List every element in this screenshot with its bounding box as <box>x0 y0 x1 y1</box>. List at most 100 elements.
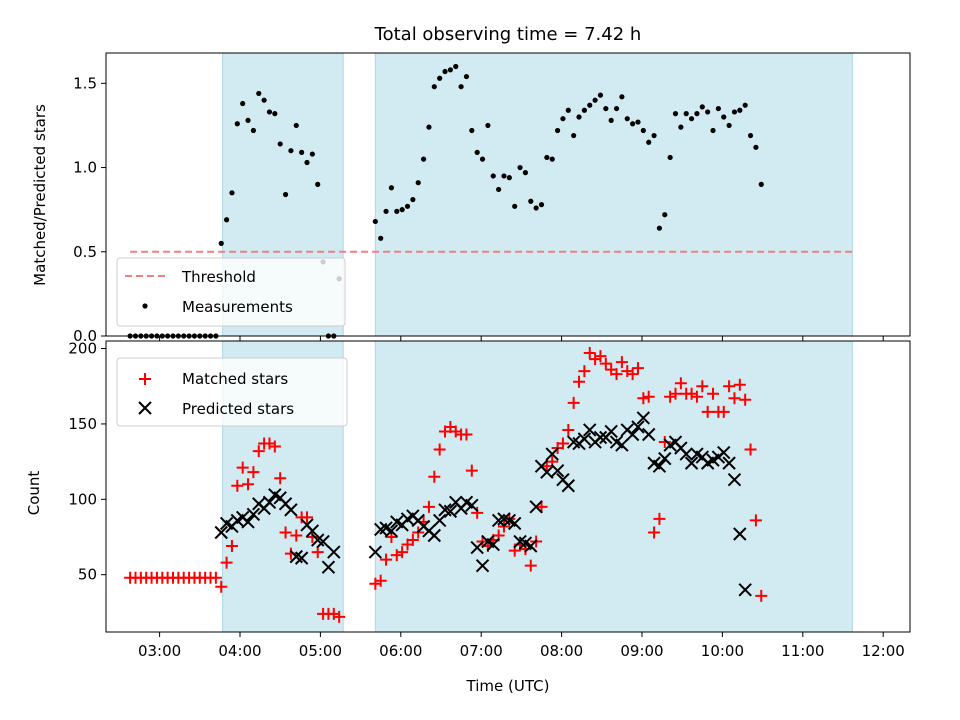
predicted-stars-point <box>641 427 656 442</box>
predicted-stars-point <box>470 540 484 555</box>
matched-stars-point <box>460 428 473 441</box>
matched-stars-point <box>524 559 537 572</box>
x-tick-label: 08:00 <box>540 642 583 660</box>
measurements-point <box>245 117 251 123</box>
matched-stars-point <box>519 543 532 556</box>
predicted-stars-point <box>717 445 731 460</box>
measurements-point <box>256 90 262 97</box>
matched-stars-point <box>290 529 303 542</box>
predicted-stars-point <box>604 424 618 439</box>
matched-stars-point <box>594 350 607 363</box>
measurements-point <box>485 122 491 129</box>
matched-stars-point <box>701 405 714 418</box>
measurements-point <box>442 68 448 75</box>
measurements-point <box>678 124 684 130</box>
measurements-point <box>544 154 550 161</box>
predicted-stars-point <box>443 504 458 519</box>
measurements-point <box>528 198 534 204</box>
predicted-stars-point <box>625 427 640 442</box>
measurements-point <box>581 107 587 113</box>
x-tick-label: 03:00 <box>138 642 181 660</box>
matched-stars-point <box>433 443 446 456</box>
predicted-stars-point <box>583 423 597 437</box>
measurements-point <box>721 114 727 120</box>
measurements-point <box>490 173 496 179</box>
matched-stars-point <box>396 546 409 559</box>
predicted-stars-point <box>262 495 277 510</box>
top-panel-ylabel: Matched/Predicted stars <box>31 104 49 286</box>
measurements-point <box>240 100 246 107</box>
top-y-tick-label: 0.0 <box>73 327 97 345</box>
measurements-point <box>576 114 582 120</box>
measurements-point <box>447 67 453 73</box>
top-panel-legend: Threshold Measurements <box>116 257 346 327</box>
top-y-tick-label: 1.5 <box>73 74 97 92</box>
x-tick-label: 11:00 <box>781 642 824 660</box>
measurements-point <box>630 121 636 127</box>
matched-stars-point <box>642 390 655 403</box>
matched-stars-point <box>301 511 313 524</box>
matched-stars-legend-marker <box>139 373 151 385</box>
matched-stars-point <box>374 574 387 587</box>
predicted-stars-point <box>733 527 747 541</box>
predicted-stars-point <box>384 524 399 538</box>
measurements-point <box>635 119 641 125</box>
measurements-point <box>560 116 566 122</box>
top-panel: 0.0 0.5 1.0 1.5 Matched/Predicted stars Thr… <box>31 52 911 345</box>
matched-stars-point <box>333 610 346 623</box>
matched-stars-point <box>733 378 746 391</box>
matched-stars-point <box>637 392 650 405</box>
measurements-point <box>372 218 378 225</box>
predicted-stars-point <box>316 534 330 549</box>
matched-stars-point <box>422 500 435 513</box>
measurements-point <box>282 191 289 198</box>
measurements-point <box>218 240 224 246</box>
bottom-y-tick-label: 100 <box>68 490 97 508</box>
matched-stars-point <box>247 466 260 479</box>
measurements-point <box>277 141 283 147</box>
measurements-point <box>710 127 716 134</box>
predicted-stars-point <box>327 545 341 559</box>
matched-stars-point <box>209 571 222 584</box>
measurements-legend-marker <box>142 303 148 309</box>
measurements-point <box>224 217 230 223</box>
bottom-panel: 03:00 04:00 05:00 06:00 07:00 08:00 09:00 10:00… <box>25 340 911 660</box>
x-tick-label: 07:00 <box>460 642 503 660</box>
measurements-point <box>415 180 421 186</box>
measurements-point <box>469 127 475 134</box>
bottom-panel-ylabel: Count <box>25 471 43 516</box>
x-tick-label: 04:00 <box>218 642 261 660</box>
matched-stars-point <box>615 356 628 369</box>
measurements-point <box>705 109 711 115</box>
measurements-point <box>474 149 480 155</box>
measurements-point <box>479 156 486 162</box>
matched-stars-point <box>562 423 575 436</box>
matched-stars-point <box>744 443 757 456</box>
x-tick-label: 06:00 <box>379 642 422 660</box>
bottom-panel-frame <box>105 340 911 633</box>
matched-stars-point <box>406 534 419 547</box>
measurements-point <box>383 208 389 214</box>
matched-stars-series <box>124 347 768 623</box>
measurements-point <box>288 148 294 154</box>
predicted-stars-point <box>679 447 693 461</box>
measurements-point <box>315 181 321 187</box>
measurements-point <box>619 94 625 100</box>
matched-stars-point <box>252 445 265 458</box>
measurements-point <box>603 105 609 112</box>
measurements-point <box>420 156 427 162</box>
measurements-point <box>753 144 759 150</box>
measurements-point <box>506 175 512 181</box>
matched-stars-point <box>723 380 736 393</box>
matched-stars-point <box>696 380 709 393</box>
measurements-point <box>656 225 663 231</box>
predicted-stars-point <box>507 516 522 531</box>
matched-stars-point <box>669 387 682 400</box>
measurements-point <box>624 116 630 122</box>
x-tick-label: 10:00 <box>701 642 744 660</box>
measurements-point <box>299 149 305 155</box>
predicted-stars-point <box>368 545 383 559</box>
measurements-point <box>234 121 240 127</box>
measurements-point <box>565 107 571 113</box>
measurements-point <box>463 73 470 80</box>
